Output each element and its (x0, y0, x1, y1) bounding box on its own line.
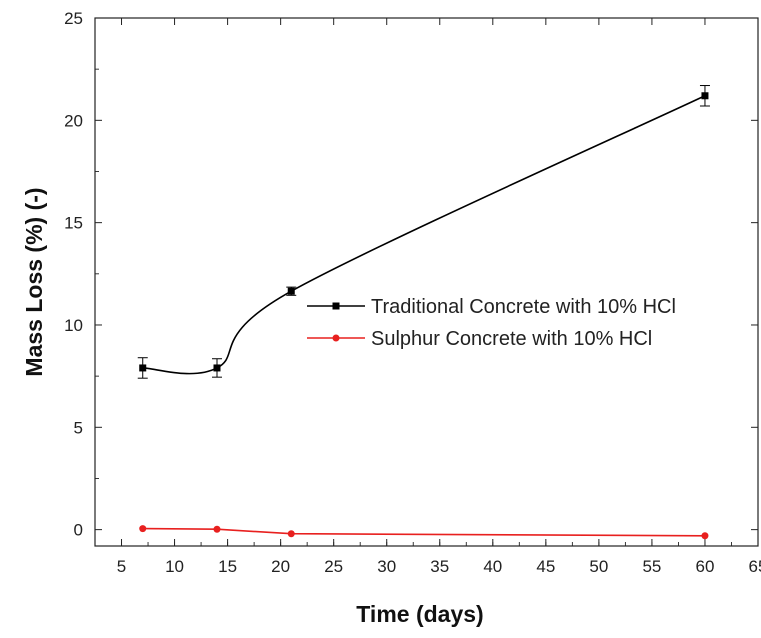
legend: Traditional Concrete with 10% HCl Sulphur… (307, 296, 676, 350)
y-tick-label: 15 (64, 214, 83, 233)
x-tick-label: 25 (324, 557, 343, 576)
x-tick-label: 50 (589, 557, 608, 576)
y-tick-label: 25 (64, 9, 83, 28)
traditional-concrete-point (139, 364, 147, 372)
x-tick-label: 15 (218, 557, 237, 576)
x-tick-label: 55 (642, 557, 661, 576)
sulphur-concrete-point (287, 530, 295, 538)
x-axis-title: Time (days) (356, 601, 483, 627)
y-tick-label: 10 (64, 316, 83, 335)
legend-traditional-marker (332, 302, 340, 310)
y-tick-label: 5 (74, 418, 83, 437)
x-tick-label: 65 (749, 557, 761, 576)
x-axis: 5 10 15 20 25 30 35 40 45 50 55 60 65 (94, 18, 761, 576)
x-tick-label: 45 (536, 557, 555, 576)
plot-area-frame (94, 17, 759, 547)
y-axis: 0 5 10 15 20 25 (64, 9, 758, 540)
legend-traditional-label: Traditional Concrete with 10% HCl (371, 296, 676, 318)
y-tick-label: 0 (74, 521, 83, 540)
x-tick-label: 60 (695, 557, 714, 576)
traditional-concrete-point (213, 364, 221, 372)
series-layer (137, 85, 710, 540)
y-tick-label: 20 (64, 111, 83, 130)
x-tick-label: 40 (483, 557, 502, 576)
sulphur-concrete-point (213, 525, 221, 533)
x-tick-label: 5 (117, 557, 126, 576)
x-tick-label: 30 (377, 557, 396, 576)
traditional-concrete-point (287, 287, 295, 295)
sulphur-concrete-point (701, 532, 709, 540)
y-axis-title: Mass Loss (%) (-) (21, 187, 47, 376)
x-tick-label: 35 (430, 557, 449, 576)
x-tick-label: 10 (165, 557, 184, 576)
x-tick-label: 20 (271, 557, 290, 576)
traditional-concrete-point (701, 92, 709, 100)
legend-sulphur-marker (332, 334, 340, 342)
sulphur-concrete-line (142, 527, 705, 537)
legend-sulphur-label: Sulphur Concrete with 10% HCl (371, 328, 652, 350)
sulphur-concrete-point (139, 525, 147, 533)
